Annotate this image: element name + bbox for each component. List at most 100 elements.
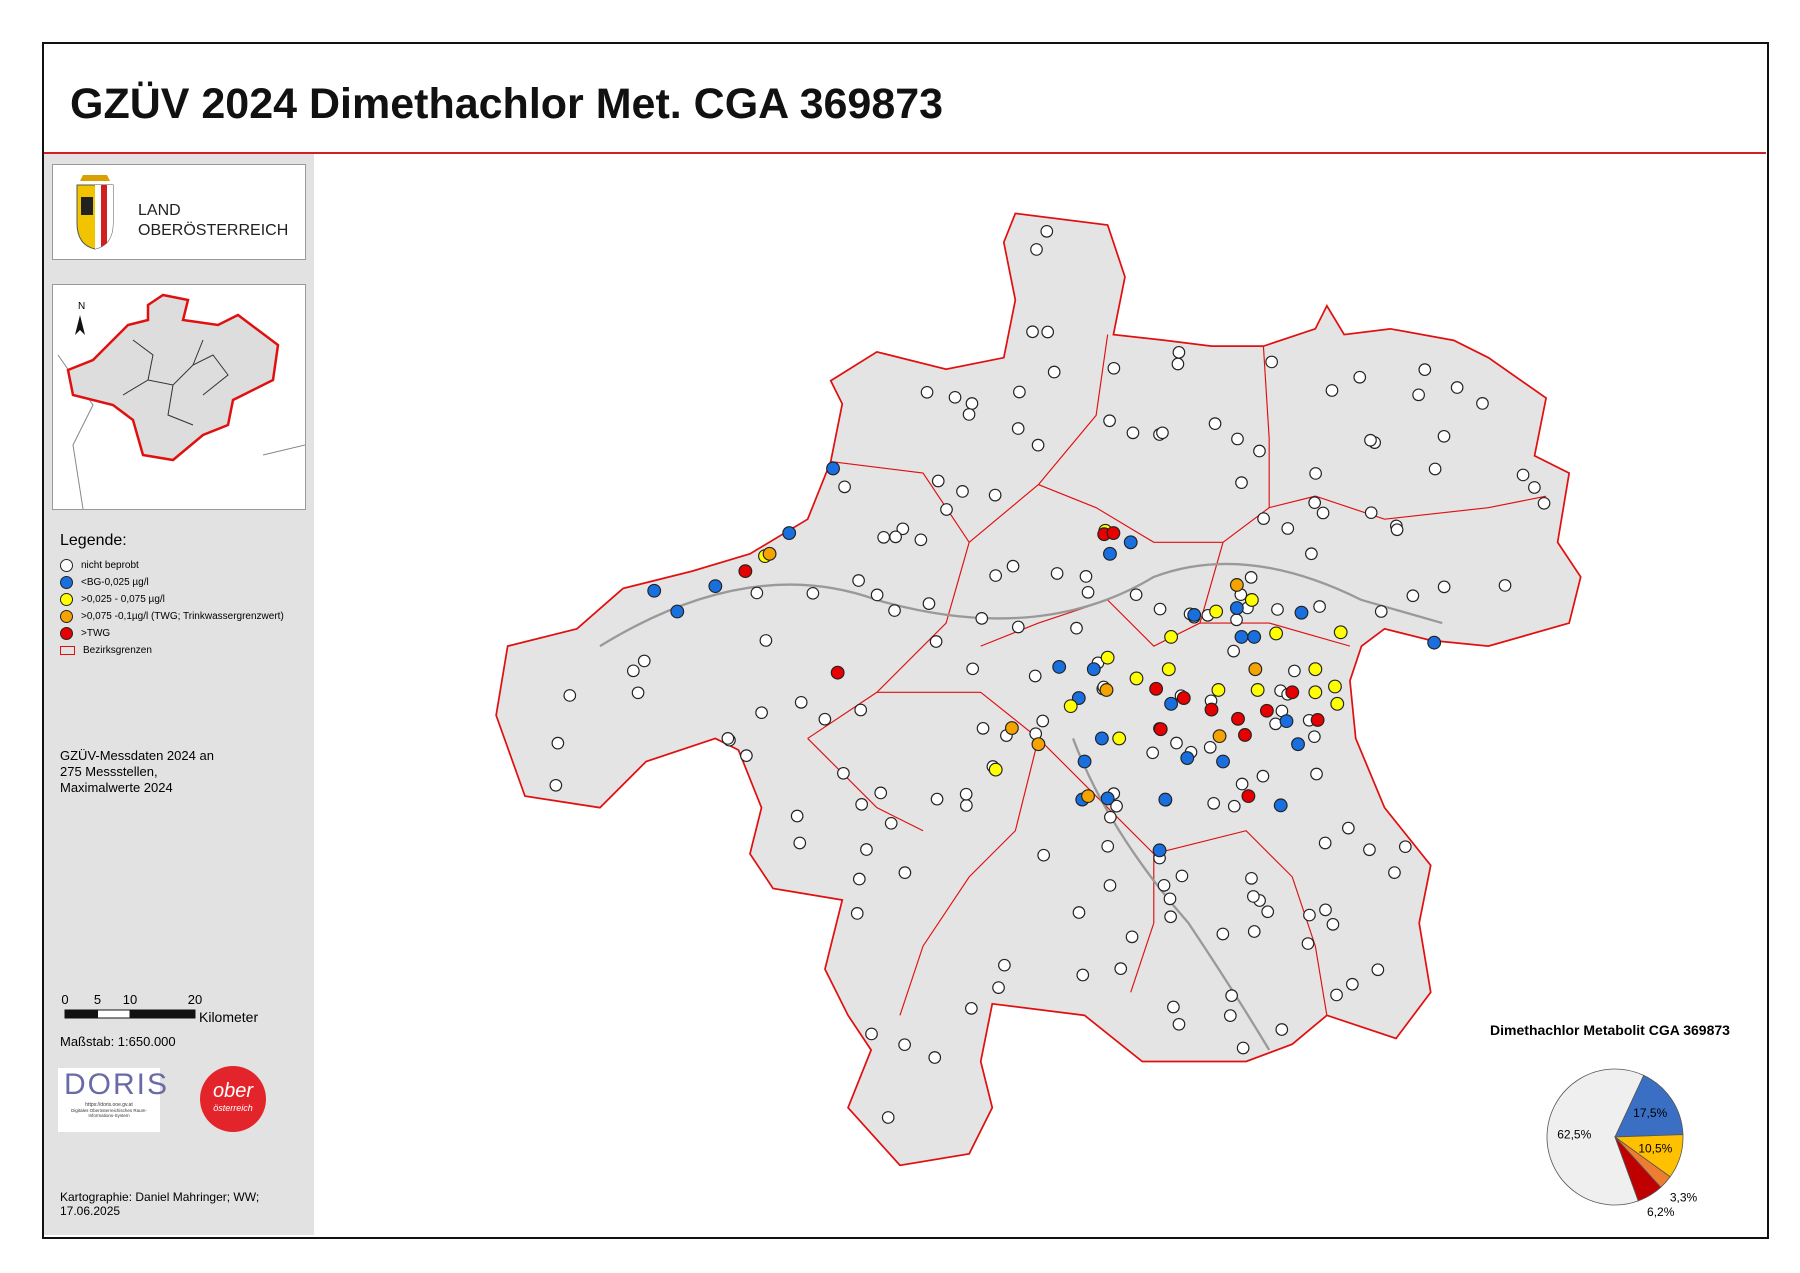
site-not-sampled (1310, 767, 1323, 781)
site-not-sampled (1437, 580, 1451, 594)
legend-swatch (60, 646, 75, 655)
site-sampled (1308, 685, 1323, 700)
pie-label: 17,5% (1633, 1106, 1667, 1120)
site-not-sampled (929, 635, 943, 648)
site-not-sampled (852, 574, 865, 587)
site-not-sampled (1275, 1023, 1289, 1036)
pie-label: 6,2% (1647, 1205, 1675, 1219)
legend-label: >TWG (81, 628, 111, 639)
site-not-sampled (1107, 361, 1121, 375)
pie-label: 10,5% (1638, 1141, 1672, 1155)
site-not-sampled (1227, 799, 1241, 813)
site-sampled (1004, 721, 1019, 735)
site-not-sampled (549, 778, 563, 792)
site-not-sampled (870, 588, 884, 602)
legend-item: <BG-0,025 µg/l (60, 574, 284, 591)
site-not-sampled (860, 843, 873, 856)
legend-label: nicht beprobt (81, 560, 139, 571)
legend-item: Bezirksgrenzen (60, 642, 284, 659)
doris-logo: DORIS https://doris.ooe.gv.at Digitales … (58, 1068, 167, 1132)
site-not-sampled (838, 480, 851, 494)
inset-map: N (52, 284, 306, 510)
site-sampled (670, 604, 685, 619)
site-sampled (1129, 671, 1144, 686)
scale-text: Maßstab: 1:650.000 (60, 1034, 176, 1049)
site-not-sampled (874, 786, 888, 800)
legend-swatch (60, 593, 73, 606)
site-not-sampled (948, 390, 962, 404)
site-not-sampled (1110, 799, 1123, 813)
text-line: GZÜV-Messdaten 2024 an (60, 748, 214, 763)
site-sampled (762, 546, 777, 561)
site-not-sampled (956, 485, 969, 498)
site-not-sampled (1308, 496, 1322, 509)
site-sampled (1238, 728, 1252, 742)
site-not-sampled (1041, 325, 1055, 339)
site-not-sampled (1006, 559, 1020, 573)
site-not-sampled (960, 799, 973, 812)
site-not-sampled (1247, 925, 1261, 938)
text-line: 17.06.2025 (60, 1204, 121, 1218)
site-not-sampled (1308, 730, 1321, 744)
scale-tick-label: 5 (94, 992, 101, 1007)
site-not-sampled (1418, 363, 1432, 376)
site-not-sampled (1167, 1000, 1180, 1014)
site-not-sampled (1303, 908, 1316, 922)
site-not-sampled (1309, 467, 1322, 480)
site-not-sampled (855, 798, 868, 811)
site-not-sampled (1223, 1009, 1237, 1022)
site-not-sampled (1011, 422, 1025, 435)
site-not-sampled (1037, 848, 1051, 862)
legend-label: >0,025 - 0,075 µg/l (81, 594, 165, 605)
site-not-sampled (1498, 579, 1512, 592)
credits: Kartographie: Daniel Mahringer; WW; 17.06… (60, 1190, 259, 1218)
site-not-sampled (1537, 496, 1551, 510)
site-not-sampled (1036, 714, 1050, 728)
site-not-sampled (1031, 438, 1045, 452)
site-not-sampled (1114, 962, 1128, 975)
site-not-sampled (1412, 388, 1425, 402)
text-line: 275 Messstellen, (60, 764, 158, 779)
pie-slice (1614, 1074, 1684, 1138)
site-not-sampled (806, 586, 820, 600)
site-not-sampled (881, 1111, 895, 1124)
legend-swatch (60, 610, 73, 623)
site-not-sampled (1313, 600, 1326, 613)
district-borders (807, 334, 1547, 1016)
site-sampled (1158, 792, 1173, 807)
site-not-sampled (965, 1002, 978, 1015)
site-sampled (1244, 593, 1259, 607)
site-not-sampled (976, 722, 990, 735)
site-not-sampled (1050, 567, 1064, 580)
map-area (495, 212, 1582, 1167)
site-not-sampled (1126, 426, 1140, 440)
pie-label: 62,5% (1557, 1127, 1591, 1141)
site-not-sampled (1325, 384, 1339, 397)
site-not-sampled (1450, 381, 1464, 394)
site-not-sampled (1244, 571, 1258, 584)
site-not-sampled (922, 597, 936, 610)
site-sampled (1052, 659, 1067, 674)
site-sampled (1152, 843, 1167, 858)
site-sampled (1229, 601, 1244, 615)
site-not-sampled (1398, 840, 1412, 854)
site-not-sampled (898, 866, 912, 879)
site-not-sampled (1163, 892, 1177, 906)
site-not-sampled (759, 634, 773, 647)
site-not-sampled (914, 533, 928, 547)
site-not-sampled (1208, 417, 1222, 430)
site-not-sampled (1342, 821, 1355, 835)
site-not-sampled (959, 787, 973, 801)
site-not-sampled (1288, 664, 1301, 678)
legend-label: Bezirksgrenzen (83, 645, 152, 656)
site-not-sampled (721, 732, 735, 745)
site-sampled (1328, 679, 1342, 694)
site-not-sampled (1364, 433, 1377, 447)
site-not-sampled (626, 664, 640, 678)
site-not-sampled (1026, 325, 1039, 339)
site-not-sampled (1164, 910, 1177, 924)
site-not-sampled (1364, 506, 1378, 520)
site-not-sampled (1236, 1041, 1250, 1055)
